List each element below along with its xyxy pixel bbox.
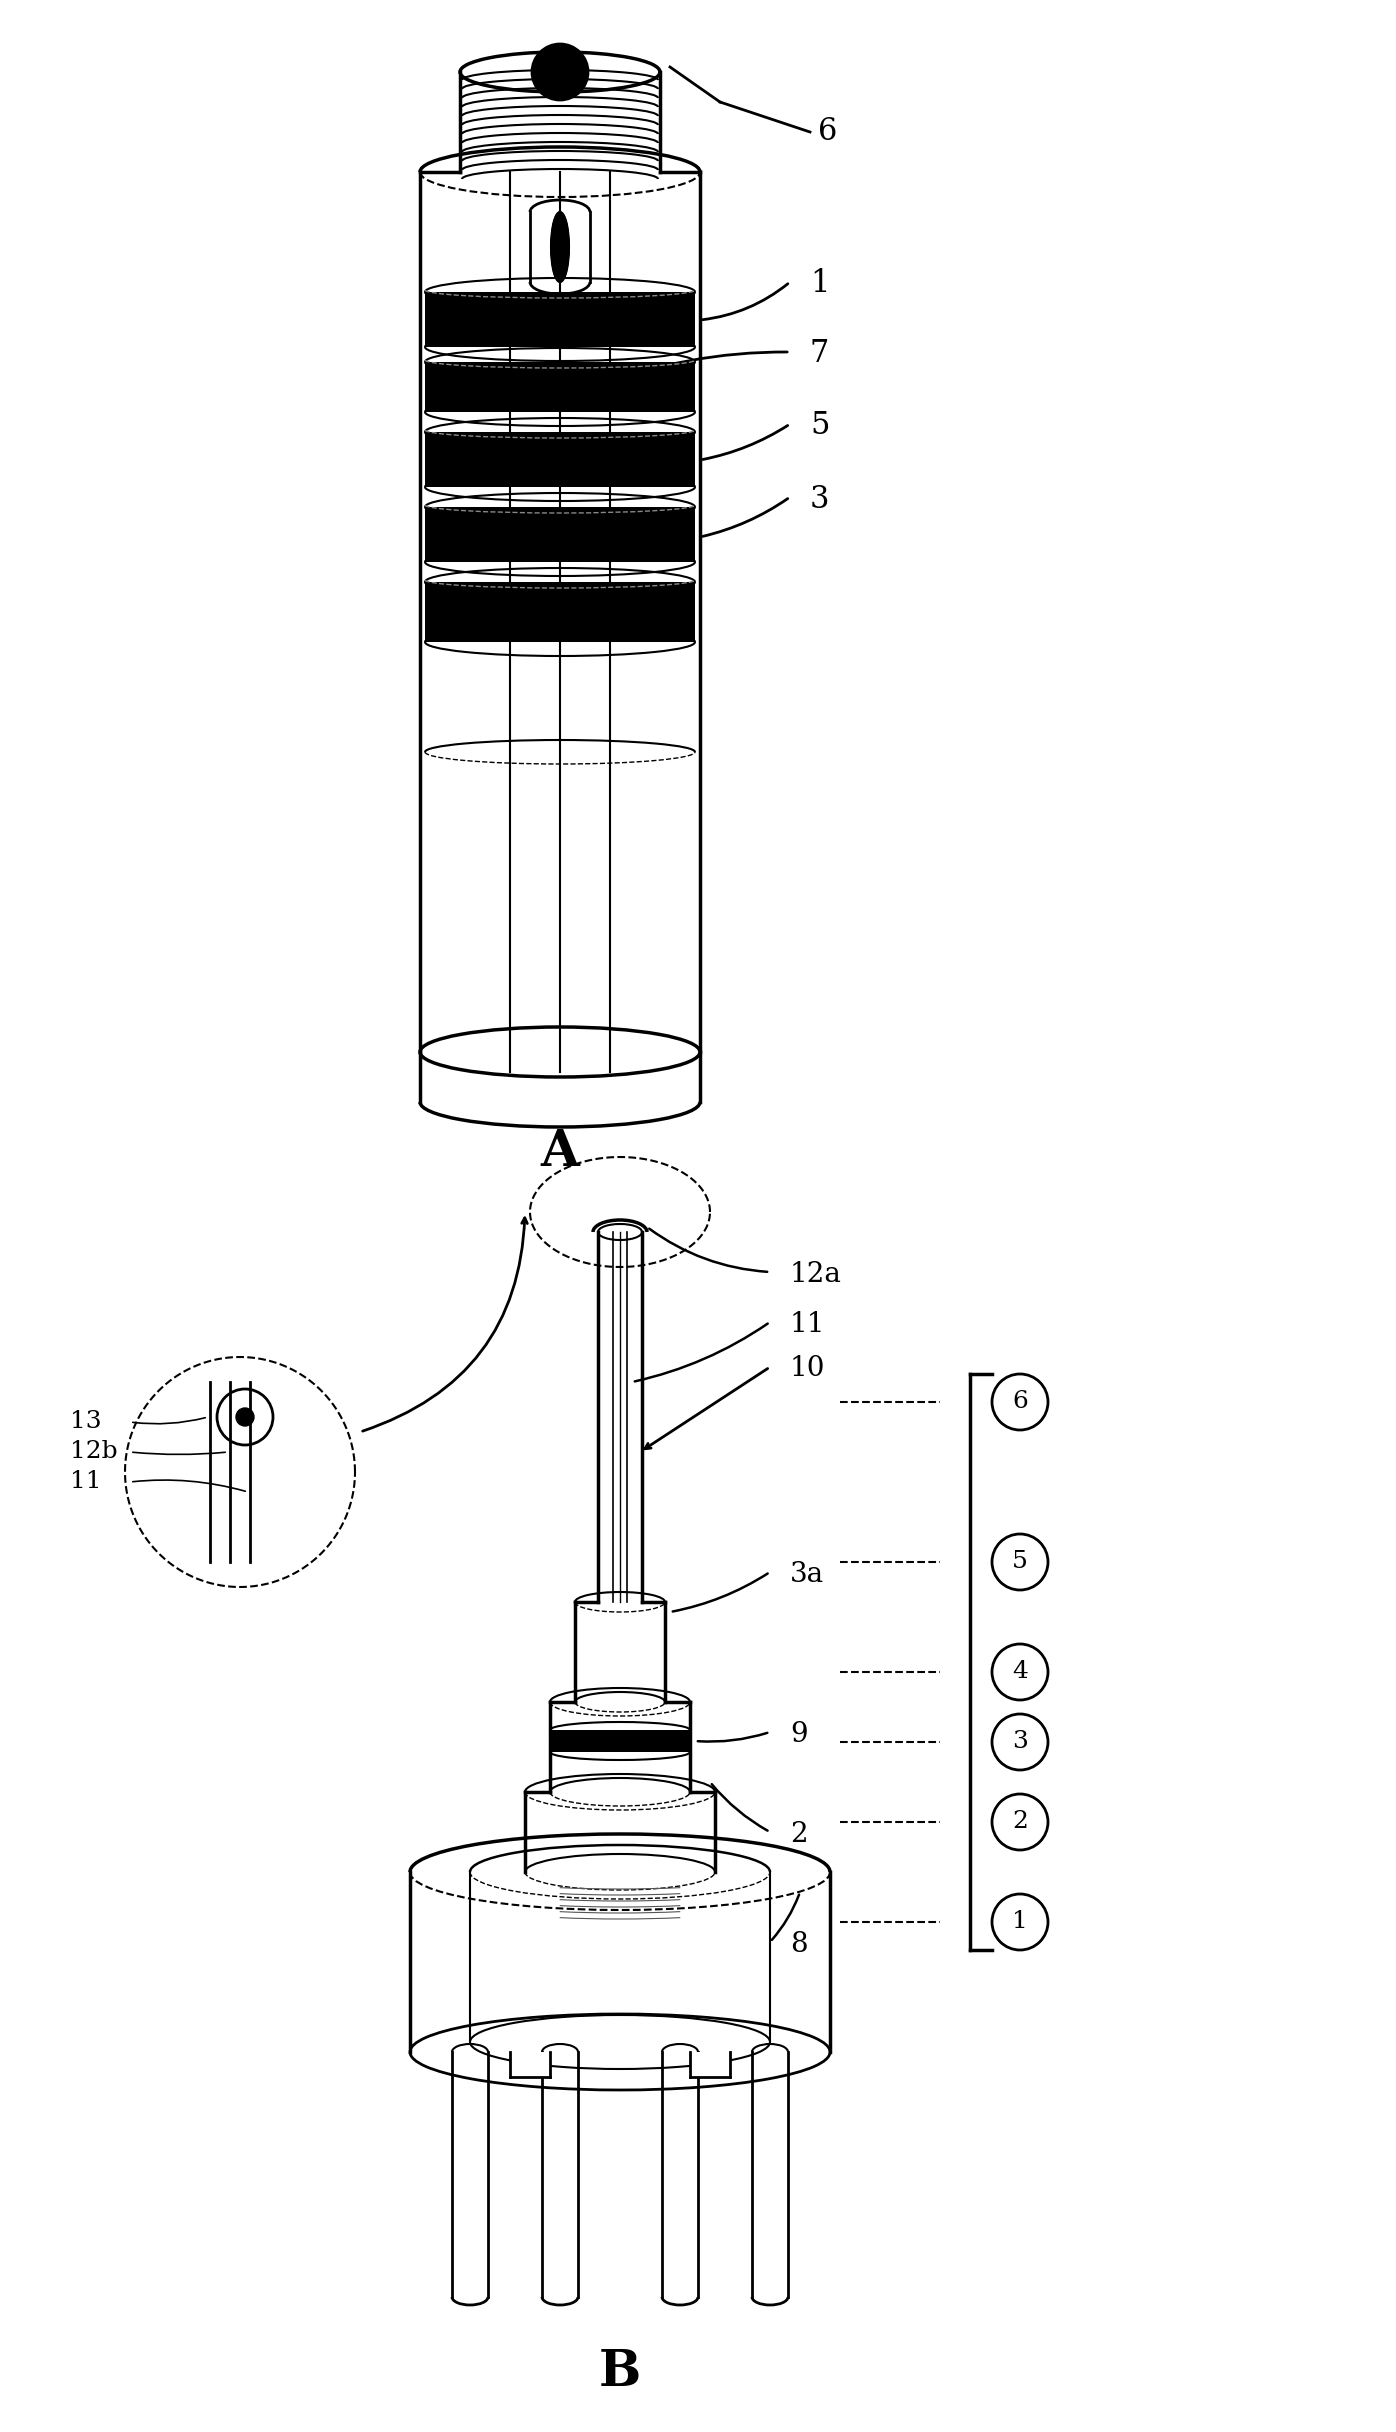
Text: A: A xyxy=(540,1128,579,1177)
Text: 9: 9 xyxy=(790,1719,808,1749)
Text: 7: 7 xyxy=(810,338,829,370)
Text: 12a: 12a xyxy=(790,1260,842,1287)
Text: 11: 11 xyxy=(790,1311,825,1338)
Text: 6: 6 xyxy=(818,117,838,148)
Bar xyxy=(690,2053,730,2077)
Bar xyxy=(424,433,695,486)
Text: 3a: 3a xyxy=(790,1561,824,1588)
Text: 2: 2 xyxy=(790,1822,808,1848)
Text: 10: 10 xyxy=(790,1355,825,1381)
Text: 5: 5 xyxy=(1012,1552,1027,1574)
Bar xyxy=(510,2053,550,2077)
Bar xyxy=(550,1729,690,1751)
Bar xyxy=(424,506,695,562)
Text: 4: 4 xyxy=(1012,1661,1027,1683)
Text: 3: 3 xyxy=(1012,1732,1027,1753)
Text: 1: 1 xyxy=(810,268,829,299)
Text: 8: 8 xyxy=(790,1931,808,1958)
Text: 11: 11 xyxy=(70,1471,102,1493)
Text: 5: 5 xyxy=(810,411,829,443)
Bar xyxy=(530,212,591,282)
Text: 1: 1 xyxy=(1012,1912,1027,1933)
Bar xyxy=(424,581,695,642)
Bar xyxy=(424,292,695,348)
Text: 3: 3 xyxy=(810,484,829,516)
Bar xyxy=(424,362,695,411)
Text: 6: 6 xyxy=(1012,1391,1027,1413)
Circle shape xyxy=(532,44,588,100)
Text: 2: 2 xyxy=(1012,1809,1027,1834)
Circle shape xyxy=(236,1408,254,1425)
Text: B: B xyxy=(599,2347,641,2396)
Text: 12b: 12b xyxy=(70,1440,117,1464)
Text: 13: 13 xyxy=(70,1411,102,1432)
Ellipse shape xyxy=(551,212,570,282)
